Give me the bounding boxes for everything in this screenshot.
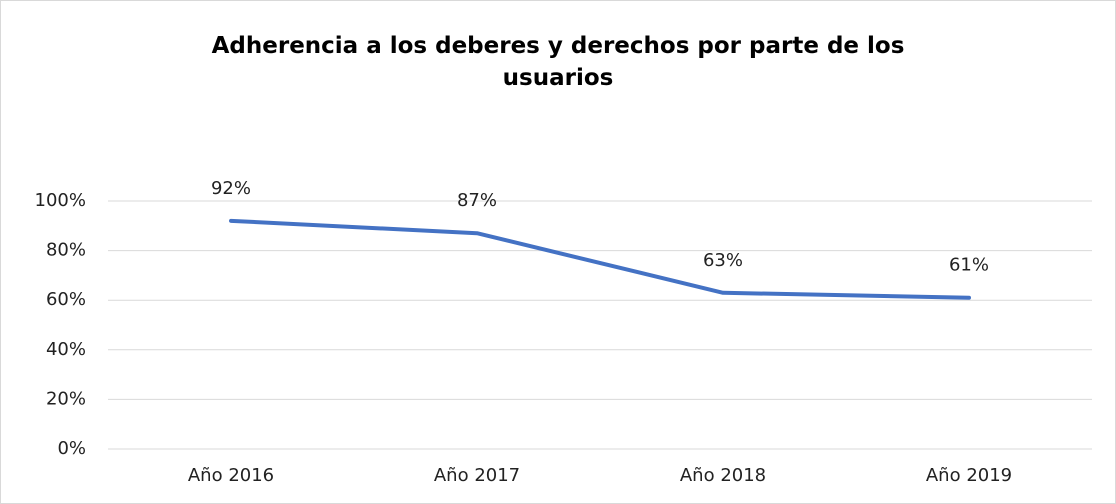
y-tick-label: 0% [57,438,86,459]
y-tick-label: 80% [46,240,86,261]
data-label: 63% [703,250,743,271]
x-tick-label: Año 2017 [434,465,520,486]
x-tick-label: Año 2016 [188,465,274,486]
y-tick-label: 40% [46,339,86,360]
y-tick-label: 60% [46,289,86,310]
line [229,218,971,300]
x-tick-label: Año 2019 [926,465,1012,486]
data-label: 87% [457,190,497,211]
y-tick-label: 20% [46,388,86,409]
y-tick-label: 100% [35,190,86,211]
chart-title: Adherencia a los deberes y derechos por … [211,33,905,91]
data-label: 61% [949,255,989,276]
x-tick-label: Año 2018 [680,465,766,486]
data-label: 92% [211,178,251,199]
